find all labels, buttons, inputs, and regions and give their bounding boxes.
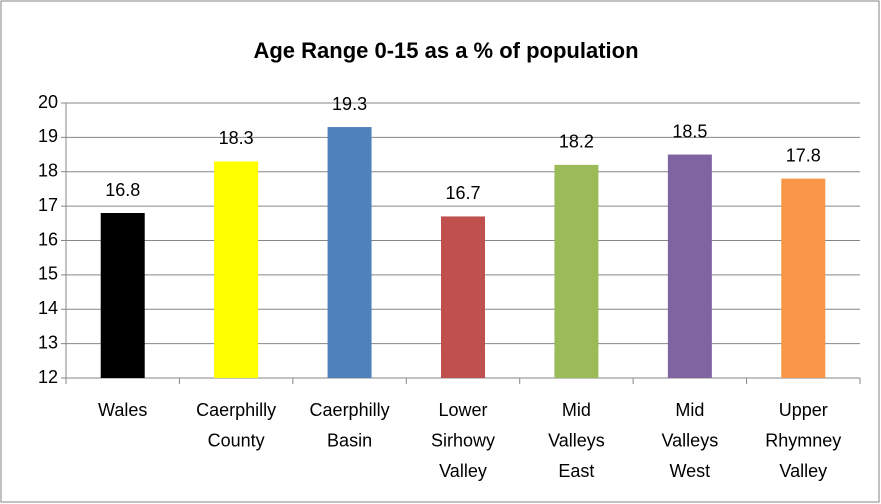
bar [214, 161, 259, 378]
x-tick-label: Mid Valleys East [548, 400, 605, 481]
bar [441, 216, 485, 378]
y-tick-label: 13 [38, 332, 58, 352]
x-tick-label: Upper Rhymney Valley [765, 400, 841, 481]
x-tick-label: Mid Valleys West [662, 400, 719, 481]
bar [554, 164, 599, 378]
x-tick-label: Caerphilly Basin [310, 400, 390, 451]
y-tick-label: 12 [38, 367, 58, 387]
bar [100, 213, 145, 378]
y-tick-label: 19 [38, 126, 58, 146]
x-tick-label: Wales [98, 400, 147, 420]
y-tick-label: 20 [38, 92, 58, 112]
data-label: 18.2 [559, 132, 594, 152]
data-label: 19.3 [332, 94, 367, 114]
y-tick-label: 16 [38, 229, 58, 249]
x-tick-label: Caerphilly County [196, 400, 276, 451]
y-tick-label: 14 [38, 298, 58, 318]
bar [781, 178, 826, 378]
y-tick-label: 17 [38, 195, 58, 215]
data-label: 17.8 [786, 145, 821, 165]
y-tick-label: 18 [38, 161, 58, 181]
data-label: 18.3 [219, 128, 254, 148]
x-tick-label: Lower Sirhowy Valley [431, 400, 495, 481]
chart-title: Age Range 0-15 as a % of population [253, 38, 638, 63]
bar [327, 127, 372, 378]
y-tick-label: 15 [38, 264, 58, 284]
bar [667, 154, 712, 378]
data-label: 18.5 [672, 121, 707, 141]
data-label: 16.8 [105, 180, 140, 200]
data-label: 16.7 [445, 183, 480, 203]
